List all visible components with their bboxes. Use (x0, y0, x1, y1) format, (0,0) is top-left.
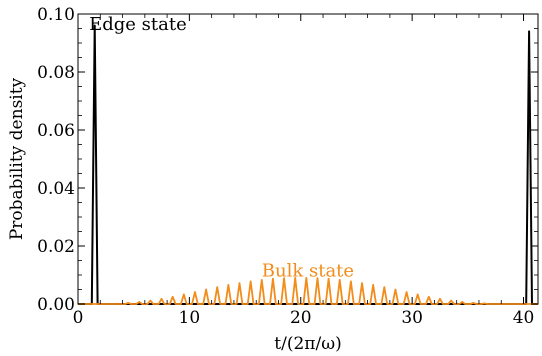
peak-point (439, 297, 441, 300)
peak-point (416, 293, 419, 296)
peak-point (316, 277, 319, 279)
x-axis-label: t/(2π/ω) (274, 334, 341, 354)
peak-point (361, 282, 363, 284)
peak-point (205, 288, 207, 291)
peak-point (160, 297, 163, 300)
peak-point (461, 301, 464, 303)
series-annotation: Edge state (89, 14, 187, 35)
peak-point (127, 302, 129, 304)
peak-point (338, 279, 341, 281)
x-tick-label: 0 (73, 308, 84, 328)
peak-point (327, 277, 330, 280)
peak-point (394, 288, 397, 291)
peak-point (383, 286, 386, 288)
series-1 (78, 277, 538, 305)
peak-point (183, 293, 185, 296)
x-tick-label: 20 (290, 308, 312, 328)
peak-point (194, 291, 196, 293)
peak-point (483, 302, 486, 305)
peak-point (428, 295, 430, 298)
peak-point (216, 286, 219, 288)
peak-point (149, 299, 152, 302)
x-tick-label: 40 (513, 308, 535, 328)
peak-point (249, 280, 252, 283)
peak-point (93, 24, 96, 27)
x-tick-label: 10 (179, 308, 201, 328)
series-layer (78, 24, 538, 305)
peak-point (238, 282, 241, 284)
peak-point (283, 277, 285, 279)
y-tick-label: 0.06 (37, 121, 75, 141)
y-tick-label: 0.02 (37, 237, 75, 257)
tick-layer: 0 10 20 30 40 0.00 0.02 0.04 0.06 0.08 0.10 (37, 5, 538, 328)
y-axis-label: Probability density (7, 77, 27, 240)
peak-point (227, 284, 230, 286)
peak-point (272, 277, 274, 280)
peak-point (528, 30, 530, 33)
peak-point (294, 277, 296, 279)
peak-point (171, 295, 174, 298)
peak-point (405, 291, 408, 293)
peak-point (350, 280, 352, 283)
peak-point (372, 284, 374, 286)
peak-point (138, 301, 141, 303)
y-tick-label: 0.08 (37, 63, 75, 83)
peak-point (450, 299, 452, 302)
peak-point (260, 279, 263, 281)
x-tick-label: 30 (401, 308, 423, 328)
peak-point (472, 302, 475, 304)
annotation-layer: Edge state Bulk state (89, 14, 354, 282)
y-tick-label: 0.04 (37, 179, 75, 199)
series-annotation: Bulk state (262, 261, 354, 282)
peak-point (305, 277, 308, 279)
y-tick-label: 0.00 (37, 295, 75, 315)
series-line (78, 277, 538, 305)
y-tick-label: 0.10 (37, 5, 75, 25)
